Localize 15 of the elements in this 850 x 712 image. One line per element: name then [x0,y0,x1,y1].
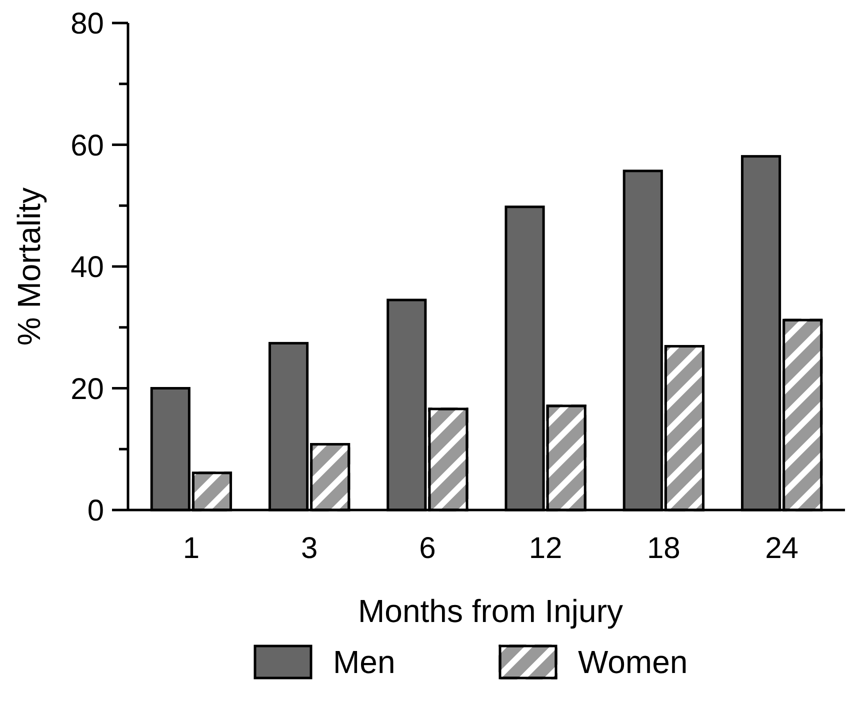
y-tick-label: 80 [70,8,104,40]
x-tick-label: 18 [646,532,680,565]
x-axis-title: Months from Injury [358,593,623,629]
x-tick-label: 3 [300,532,318,565]
x-tick-label: 12 [528,532,562,565]
y-tick-label: 0 [87,494,104,528]
y-tick-label: 60 [70,129,104,162]
legend-label: Men [333,644,396,680]
x-tick-label: 24 [765,532,798,565]
y-axis-title: % Mortality [11,187,47,346]
y-tick-label: 20 [70,372,104,406]
legend-label: Women [578,644,688,680]
x-tick-label: 1 [182,532,200,565]
y-tick-label: 40 [70,251,104,284]
x-tick-label: 6 [419,532,436,565]
